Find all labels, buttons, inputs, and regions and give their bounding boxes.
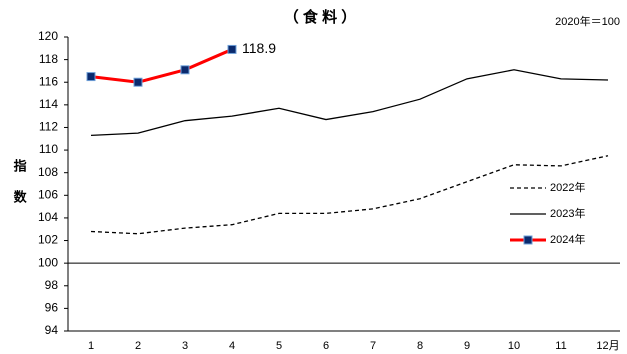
- series-line: [90, 69, 609, 137]
- x-tick-label: 12月: [596, 340, 619, 352]
- y-tick-label: 100: [38, 255, 58, 269]
- x-tick-label: 7: [370, 340, 376, 352]
- y-tick-label: 94: [45, 323, 59, 337]
- x-tick-label: 11: [555, 340, 566, 352]
- x-tick-label: 1: [88, 340, 94, 352]
- series-line: [90, 48, 233, 84]
- x-tick-label: 4: [229, 340, 235, 352]
- y-tick-label: 114: [39, 97, 58, 111]
- y-tick-label: 104: [38, 210, 58, 224]
- x-tick-label: 3: [182, 340, 188, 352]
- y-tick-label: 112: [39, 120, 58, 134]
- x-tick-label: 10: [508, 340, 520, 352]
- y-tick-label: 120: [38, 29, 58, 43]
- x-tick-label: 5: [276, 340, 282, 352]
- y-tick-label: 98: [45, 278, 59, 292]
- y-tick-label: 118: [39, 52, 58, 66]
- chart-title: （ 食 料 ）: [284, 8, 357, 26]
- legend-marker: [523, 235, 533, 245]
- x-tick-label: 2: [135, 340, 141, 352]
- point-marker: [227, 44, 237, 54]
- x-tick-label: 6: [323, 340, 329, 352]
- data-label: 118.9: [242, 40, 276, 56]
- base-note: 2020年＝100: [555, 14, 620, 28]
- legend-label: 2024年: [550, 232, 585, 246]
- x-tick-label: 8: [417, 340, 423, 352]
- point-marker: [86, 72, 96, 82]
- y-tick-label: 108: [38, 165, 58, 179]
- y-tick-label: 102: [38, 233, 58, 247]
- legend-label: 2022年: [550, 180, 585, 194]
- legend-label: 2023年: [550, 206, 585, 220]
- y-axis-label: 指数: [12, 158, 27, 221]
- y-tick-label: 116: [39, 74, 58, 88]
- y-tick-label: 96: [45, 301, 59, 315]
- y-tick-label: 110: [39, 142, 58, 156]
- y-tick-label: 106: [38, 187, 58, 201]
- series-line: [90, 155, 609, 235]
- point-marker: [180, 65, 190, 75]
- x-tick-label: 9: [464, 340, 470, 352]
- point-marker: [133, 77, 143, 87]
